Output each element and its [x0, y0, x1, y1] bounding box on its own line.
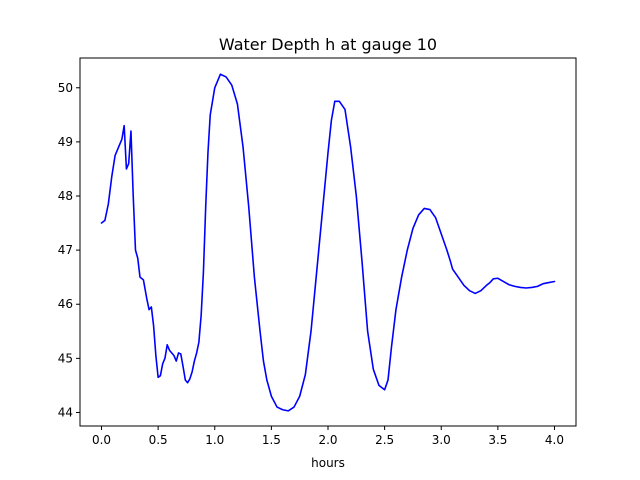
y-tick-label: 48	[58, 189, 73, 203]
x-tick-label: 3.0	[432, 433, 451, 447]
x-tick-label: 2.5	[375, 433, 394, 447]
x-tick-label: 2.0	[318, 433, 337, 447]
plot-area	[100, 73, 556, 412]
y-tick-label: 50	[58, 81, 73, 95]
x-tick-label: 1.0	[205, 433, 224, 447]
y-axis-ticks: 44 45 46 47 48 49 50	[58, 81, 80, 419]
plot-frame	[79, 57, 577, 427]
y-tick-label: 45	[58, 351, 73, 365]
series-line	[100, 73, 556, 412]
y-tick-label: 47	[58, 243, 73, 257]
x-tick-label: 3.5	[488, 433, 507, 447]
x-tick-label: 1.5	[262, 433, 281, 447]
x-axis-ticks: 0.0 0.5 1.0 1.5 2.0 2.5 3.0 3.5 4.0	[92, 426, 564, 447]
x-tick-label: 0.5	[149, 433, 168, 447]
chart-title: Water Depth h at gauge 10	[219, 35, 437, 54]
x-tick-label: 4.0	[545, 433, 564, 447]
y-tick-label: 44	[58, 405, 73, 419]
y-tick-label: 49	[58, 135, 73, 149]
x-axis-label: hours	[311, 456, 345, 470]
y-tick-label: 46	[58, 297, 73, 311]
x-tick-label: 0.0	[92, 433, 111, 447]
